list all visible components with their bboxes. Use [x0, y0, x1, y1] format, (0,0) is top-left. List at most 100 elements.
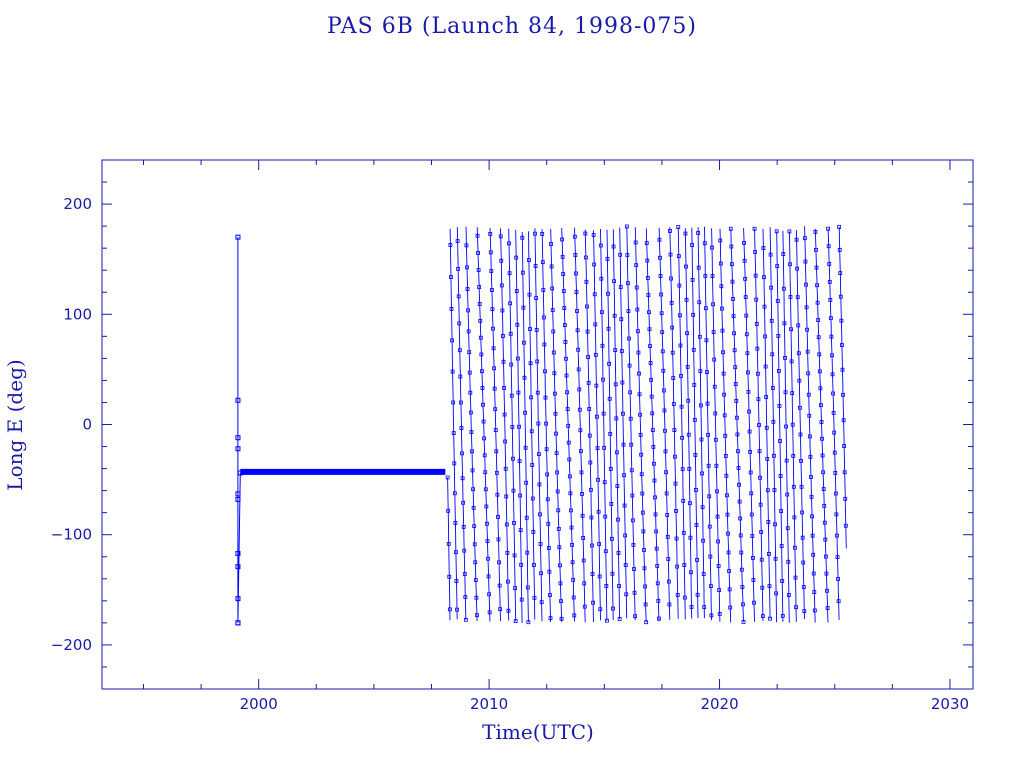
data-point — [832, 450, 837, 455]
data-point — [534, 296, 539, 301]
data-point — [463, 595, 468, 599]
data-point — [481, 419, 486, 424]
data-point — [642, 566, 647, 571]
data-point — [709, 613, 714, 618]
data-point — [600, 343, 605, 348]
data-point — [488, 250, 493, 255]
data-point — [485, 539, 490, 544]
data-point — [557, 563, 562, 568]
data-point — [602, 480, 607, 485]
data-point — [582, 581, 587, 586]
data-point — [830, 353, 834, 358]
data-point — [451, 400, 456, 405]
data-point — [590, 572, 595, 576]
data-point — [506, 579, 510, 584]
data-point — [462, 548, 467, 553]
data-point — [596, 509, 601, 514]
data-point — [694, 523, 699, 527]
data-point — [477, 285, 482, 289]
data-point — [610, 571, 615, 576]
data-point — [715, 489, 719, 494]
data-point — [471, 505, 476, 510]
data-point — [564, 373, 569, 378]
data-point — [472, 542, 477, 547]
data-point — [668, 252, 673, 257]
data-point — [577, 387, 582, 392]
data-point — [530, 463, 535, 467]
data-point — [778, 439, 782, 443]
data-point — [824, 571, 829, 576]
data-point — [773, 556, 778, 561]
data-point — [586, 355, 591, 359]
data-point — [235, 596, 241, 602]
data-point — [805, 327, 809, 332]
data-point — [652, 461, 656, 466]
data-point — [447, 607, 452, 612]
data-point — [770, 352, 775, 357]
data-point — [461, 524, 466, 529]
data-point — [744, 313, 749, 318]
data-point — [561, 289, 566, 294]
data-point — [541, 288, 546, 292]
data-point — [797, 378, 802, 383]
data-point — [476, 268, 481, 272]
data-point — [446, 508, 451, 513]
data-point — [626, 281, 630, 286]
data-point — [607, 396, 612, 401]
data-point — [779, 509, 784, 513]
data-point — [714, 463, 719, 468]
data-point — [482, 453, 487, 458]
data-point — [807, 434, 812, 439]
data-point — [235, 564, 241, 570]
data-point — [796, 351, 801, 356]
data-point — [681, 498, 686, 503]
data-point — [520, 235, 525, 240]
data-point — [823, 537, 828, 542]
data-point — [728, 226, 733, 231]
data-point — [450, 369, 455, 374]
data-point — [559, 616, 564, 621]
data-point — [840, 343, 844, 347]
data-point — [680, 435, 685, 440]
data-point — [781, 252, 786, 256]
data-point — [643, 584, 647, 589]
data-point — [450, 338, 454, 343]
data-point — [536, 421, 541, 426]
data-point — [602, 445, 607, 450]
data-point — [527, 292, 532, 297]
data-point — [761, 246, 766, 250]
data-point — [648, 361, 653, 365]
data-point — [702, 605, 707, 610]
data-point — [736, 449, 740, 454]
data-point — [740, 585, 745, 589]
data-point — [686, 398, 691, 403]
data-point — [842, 470, 847, 475]
data-point — [803, 259, 808, 264]
data-point — [522, 340, 526, 345]
data-point — [783, 390, 788, 395]
data-point — [555, 470, 560, 475]
data-point — [483, 487, 488, 492]
data-point — [612, 313, 617, 318]
data-point — [467, 370, 472, 375]
data-point — [605, 618, 609, 623]
data-point — [692, 417, 697, 422]
data-point — [814, 247, 818, 252]
data-point — [706, 432, 711, 437]
data-point — [776, 368, 781, 373]
data-point — [465, 265, 469, 270]
data-point — [682, 595, 687, 600]
data-point — [498, 234, 503, 239]
data-point — [665, 534, 670, 539]
data-point — [811, 552, 816, 557]
data-point — [723, 433, 728, 438]
data-point — [649, 377, 654, 382]
data-point — [746, 389, 751, 394]
data-point — [538, 512, 542, 517]
data-point — [819, 403, 823, 408]
data-point — [752, 226, 757, 231]
data-point — [512, 553, 517, 558]
data-point — [713, 411, 718, 416]
data-point — [738, 516, 743, 521]
data-point — [661, 368, 666, 373]
